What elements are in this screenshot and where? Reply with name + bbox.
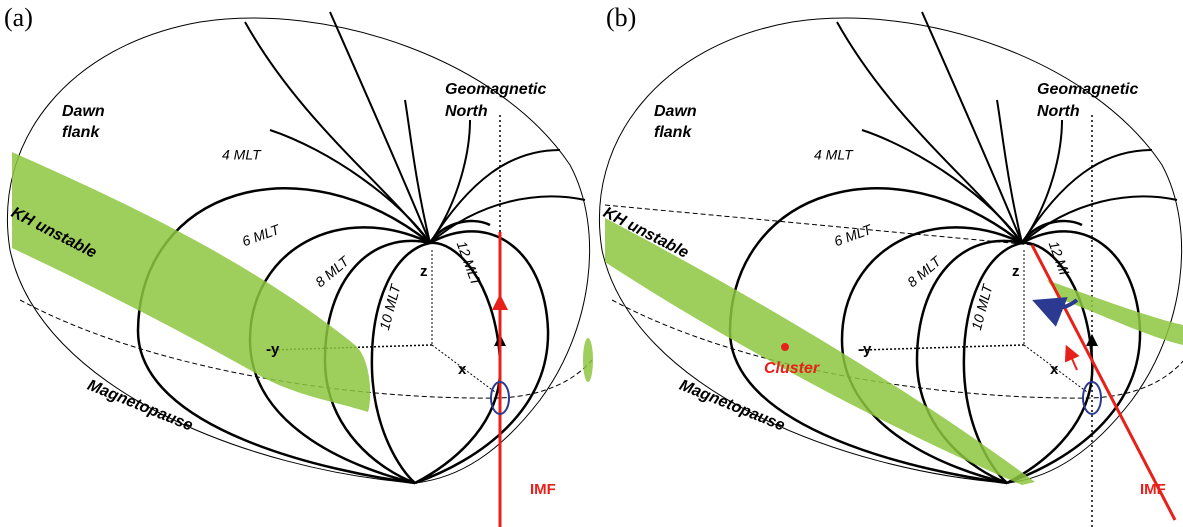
north-label: North (1037, 103, 1080, 120)
panel-label: (a) (4, 3, 33, 32)
field-line (922, 12, 1022, 243)
magnetopause-label: Magnetopause (677, 377, 787, 435)
north-label: Geomagnetic (445, 81, 546, 98)
field-line (997, 100, 1022, 243)
panel-b: Cluster (b) Dawn flank Geomagnetic North 4 MLT… (599, 3, 1183, 527)
field-loop (1007, 231, 1140, 483)
field-line (330, 12, 430, 243)
axis-z: z (420, 263, 428, 280)
mlt-label: 10 MLT (968, 281, 996, 331)
kh-region (605, 218, 1035, 485)
field-line (430, 196, 585, 243)
panel-a: (a) Dawn flank Geomagnetic North 4 MLT 6 MLT 8 … (4, 3, 593, 527)
mlt-label: 8 MLT (312, 252, 353, 290)
panel-label: (b) (606, 3, 636, 32)
axis-z: z (1012, 263, 1020, 280)
field-loop (415, 231, 548, 483)
imf-arrow (1069, 352, 1077, 370)
imf-label: IMF (530, 481, 556, 498)
mlt-label: 10 MLT (376, 281, 404, 331)
mlt-label: 4 MLT (814, 147, 854, 163)
axis-y: -y (266, 341, 280, 358)
magnetopause-label: Magnetopause (85, 377, 195, 435)
dawn-flank: flank (654, 124, 692, 141)
field-line (405, 100, 430, 243)
mlt-label: 6 MLT (240, 221, 283, 250)
imf-label: IMF (1140, 481, 1166, 498)
y-axis (862, 345, 1024, 350)
axis-y: -y (858, 341, 872, 358)
kh-region (583, 338, 593, 382)
north-label: Geomagnetic (1037, 81, 1138, 98)
cluster-dot (781, 343, 789, 351)
mlt-label: 12 MI (1046, 239, 1073, 277)
north-label: North (445, 103, 488, 120)
mlt-label: 4 MLT (222, 147, 262, 163)
axis-x: x (1050, 361, 1059, 378)
mlt-label: 12 MLT (454, 239, 485, 289)
field-line (1022, 196, 1177, 243)
figure: (a) Dawn flank Geomagnetic North 4 MLT 6 MLT 8 … (0, 0, 1183, 527)
dawn-flank: flank (62, 124, 100, 141)
mlt-label: 8 MLT (904, 252, 945, 290)
dawn-flank: Dawn (654, 103, 697, 120)
mlt-label: 6 MLT (832, 221, 875, 250)
imf-line (1032, 245, 1175, 520)
dawn-flank: Dawn (62, 103, 105, 120)
cluster-label: Cluster (764, 360, 820, 377)
axis-x: x (458, 361, 467, 378)
